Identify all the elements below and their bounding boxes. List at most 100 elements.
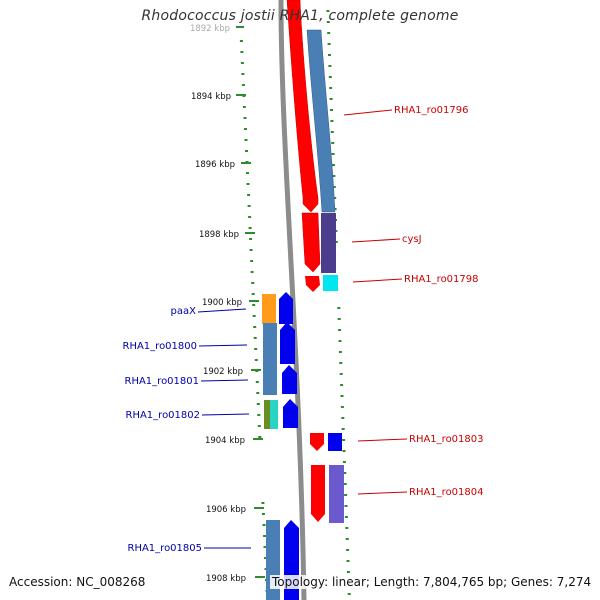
tick-label: 1898 kbp — [199, 230, 239, 240]
gene-label-cysj[interactable]: cysJ — [351, 234, 422, 245]
minor-tick — [244, 128, 247, 130]
gene-arrow-blue-ro01800[interactable] — [280, 322, 295, 364]
gene-arrow-blue-paax[interactable] — [279, 292, 293, 324]
minor-tick — [261, 502, 265, 504]
gene-label-text[interactable]: RHA1_ro01798 — [404, 274, 479, 285]
gene-label-text[interactable]: RHA1_ro01804 — [409, 487, 484, 498]
gene-arrow-red-ro01798[interactable] — [305, 276, 320, 292]
gene-label-ro01805[interactable]: RHA1_ro01805 — [128, 543, 252, 554]
gene-label-text[interactable]: RHA1_ro01803 — [409, 434, 484, 445]
tick-label: 1906 kbp — [206, 505, 246, 515]
minor-tick — [255, 381, 259, 383]
minor-tick — [239, 40, 243, 42]
minor-tick — [264, 557, 267, 559]
gene-arrow-red-cysj[interactable] — [301, 212, 321, 273]
gene-label-ro01804[interactable]: RHA1_ro01804 — [357, 487, 484, 498]
left-gene-labels: paaX RHA1_ro01800 RHA1_ro01801 RHA1_ro01… — [123, 306, 252, 554]
minor-tick — [338, 351, 342, 353]
minor-tick — [331, 142, 335, 144]
gene-bar-blue-ro01803[interactable] — [328, 433, 342, 451]
gene-label-ro01802[interactable]: RHA1_ro01802 — [126, 410, 250, 421]
minor-tick — [244, 139, 248, 141]
gene-label-ro01800[interactable]: RHA1_ro01800 — [123, 341, 248, 352]
minor-tick — [341, 417, 345, 419]
tick-1908: 1908 kbp — [206, 574, 265, 584]
minor-tick — [254, 348, 258, 350]
minor-tick — [252, 304, 256, 306]
minor-tick — [249, 249, 253, 251]
gene-label-text[interactable]: RHA1_ro01805 — [128, 543, 203, 554]
minor-tick — [247, 205, 251, 207]
right-strand-genes — [286, 0, 344, 523]
minor-tick — [258, 436, 262, 438]
minor-tick — [257, 414, 261, 416]
map-title: Rhodococcus jostii RHA1, complete genome — [141, 8, 459, 24]
minor-tick — [253, 326, 257, 328]
gene-bar-orange-paax[interactable] — [262, 294, 276, 324]
gene-label-paax[interactable]: paaX — [171, 306, 247, 317]
gene-arrow-blue-ro01801[interactable] — [282, 365, 297, 394]
gene-arrow-red-ro01796[interactable] — [286, 0, 319, 213]
minor-tick — [249, 238, 253, 240]
minor-tick — [331, 153, 335, 155]
gene-bar-steelblue-ro01800[interactable] — [263, 323, 277, 395]
gene-label-ro01796[interactable]: RHA1_ro01796 — [343, 105, 469, 116]
minor-tick — [251, 282, 255, 284]
gene-label-ro01801[interactable]: RHA1_ro01801 — [125, 376, 249, 387]
gene-arrow-blue-ro01802[interactable] — [283, 399, 298, 428]
gene-arrow-red-ro01803[interactable] — [310, 433, 324, 451]
minor-tick — [330, 131, 334, 133]
minor-tick — [346, 560, 350, 562]
tick-1902: 1902 kbp — [203, 367, 261, 377]
minor-tick — [342, 461, 346, 463]
gene-label-text[interactable]: RHA1_ro01800 — [123, 341, 198, 352]
minor-tick — [329, 87, 333, 89]
minor-tick — [342, 450, 346, 452]
gene-label-ro01798[interactable]: RHA1_ro01798 — [352, 274, 479, 285]
minor-tick — [263, 535, 266, 537]
minor-tick — [263, 546, 267, 548]
tick-1900: 1900 kbp — [202, 298, 259, 308]
gene-arrow-red-ro01804[interactable] — [311, 465, 325, 522]
gene-label-text[interactable]: RHA1_ro01802 — [126, 410, 201, 421]
minor-tick — [340, 384, 344, 386]
minor-tick — [250, 260, 254, 262]
gene-bar-purple-ro01804[interactable] — [329, 465, 344, 523]
minor-tick — [248, 216, 252, 218]
gene-bar-cyan-ro01798[interactable] — [323, 275, 338, 291]
tick-label: 1902 kbp — [203, 367, 243, 377]
minor-tick — [326, 10, 330, 12]
minor-tick — [345, 538, 349, 540]
minor-tick — [337, 318, 341, 320]
minor-tick — [346, 549, 350, 551]
tick-label: 1892 kbp — [190, 24, 230, 34]
tick-label: 1904 kbp — [205, 436, 245, 446]
minor-tick — [251, 293, 255, 295]
minor-tick — [341, 428, 345, 430]
gene-label-ro01803[interactable]: RHA1_ro01803 — [357, 434, 484, 445]
minor-tick — [261, 513, 265, 515]
gene-label-text[interactable]: cysJ — [402, 234, 422, 245]
minor-tick — [250, 271, 254, 273]
minor-tick — [330, 109, 333, 111]
minor-tick — [332, 186, 336, 188]
tick-1898: 1898 kbp — [199, 230, 255, 240]
minor-tick — [338, 340, 342, 342]
gene-bar-olive-ro01802[interactable] — [264, 400, 270, 429]
minor-tick — [342, 439, 346, 441]
minor-tick — [330, 120, 334, 122]
minor-tick — [340, 406, 344, 408]
tick-1892: 1892 kbp — [190, 24, 244, 34]
minor-tick — [328, 76, 332, 78]
tick-label: 1900 kbp — [202, 298, 242, 308]
gene-bar-cyan-ro01802[interactable] — [270, 400, 278, 429]
gene-bar-steelblue-ro01796[interactable] — [306, 29, 336, 213]
gene-label-text[interactable]: RHA1_ro01796 — [394, 105, 469, 116]
minor-tick — [257, 425, 261, 427]
gene-bar-purple-cysj[interactable] — [321, 213, 336, 273]
minor-tick — [328, 65, 332, 67]
tick-label: 1908 kbp — [206, 574, 246, 584]
gene-label-text[interactable]: RHA1_ro01801 — [125, 376, 200, 387]
gene-label-text[interactable]: paaX — [171, 306, 197, 317]
